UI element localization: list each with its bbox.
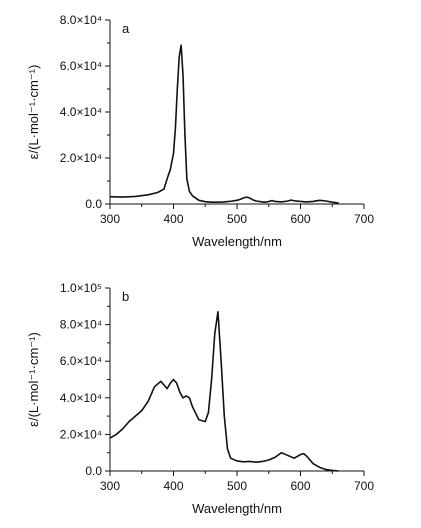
- y-tick-label: 2.0×10⁴: [60, 427, 102, 441]
- x-tick-label: 300: [100, 212, 120, 226]
- y-axis-title: ε/(L·mol⁻¹·cm⁻¹): [26, 65, 41, 160]
- spectrum-line: [109, 310, 339, 472]
- x-tick-label: 600: [290, 212, 310, 226]
- y-axis-title: ε/(L·mol⁻¹·cm⁻¹): [26, 332, 41, 427]
- x-axis-title: Wavelength/nm: [192, 501, 282, 516]
- x-tick-label: 700: [354, 479, 374, 493]
- spectrum-line: [109, 44, 339, 204]
- y-tick-label: 8.0×10⁴: [60, 13, 102, 27]
- panel-label: a: [122, 21, 130, 36]
- y-tick-label: 4.0×10⁴: [60, 105, 102, 119]
- y-tick-label: 0.0: [85, 197, 102, 211]
- y-tick-label: 8.0×10⁴: [60, 318, 102, 332]
- y-tick-label: 0.0: [85, 464, 102, 478]
- x-tick-label: 700: [354, 212, 374, 226]
- panel-b: 300 400 500 600 700 0.0 2.0×10⁴ 4.0×10⁴ 6.0×10⁴ 8…: [26, 281, 374, 516]
- x-axis-title: Wavelength/nm: [192, 234, 282, 249]
- panel-label: b: [122, 289, 129, 304]
- y-tick-label: 4.0×10⁴: [60, 391, 102, 405]
- y-tick-label: 2.0×10⁴: [60, 151, 102, 165]
- x-tick-label: 600: [290, 479, 310, 493]
- y-tick-label: 6.0×10⁴: [60, 354, 102, 368]
- x-tick-label: 500: [227, 479, 247, 493]
- y-tick-label: 6.0×10⁴: [60, 59, 102, 73]
- x-tick-label: 400: [163, 212, 183, 226]
- panel-a: 300 400 500 600 700 0.0 2.0×10⁴ 4.0×10⁴ 6.0×10⁴ 8…: [26, 13, 374, 249]
- x-tick-label: 400: [163, 479, 183, 493]
- y-tick-label: 1.0×10⁵: [60, 281, 102, 295]
- x-tick-label: 300: [100, 479, 120, 493]
- x-tick-label: 500: [227, 212, 247, 226]
